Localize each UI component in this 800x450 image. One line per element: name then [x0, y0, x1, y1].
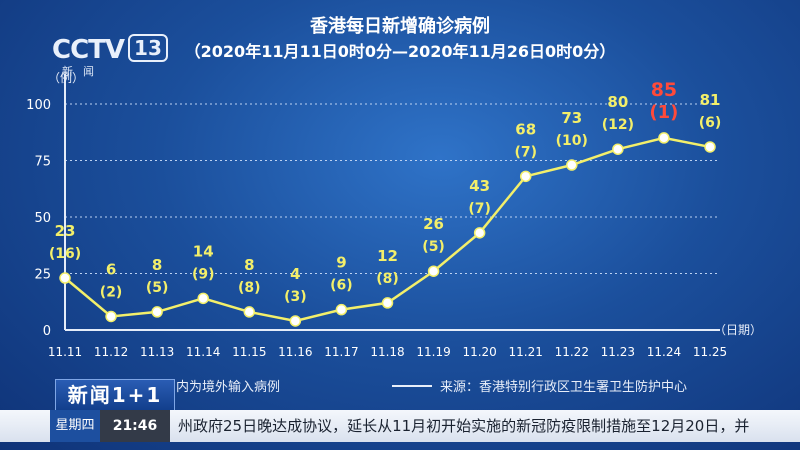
x-tick-label: 11.23: [601, 345, 635, 359]
data-label-imported: (9): [192, 266, 215, 282]
x-tick-label: 11.25: [693, 345, 727, 359]
data-label-total: 26: [423, 215, 444, 233]
data-point: [429, 266, 439, 276]
data-point: [152, 307, 162, 317]
data-label-total: 23: [55, 222, 76, 240]
data-label-imported: (6): [699, 115, 722, 131]
data-point: [705, 142, 715, 152]
data-label-total: 14: [193, 242, 214, 260]
data-label-total: 73: [561, 109, 582, 127]
data-point: [659, 133, 669, 143]
x-tick-label: 11.22: [555, 345, 589, 359]
legend-source: 来源：香港特别行政区卫生署卫生防护中心: [392, 376, 687, 395]
x-tick-label: 11.11: [48, 345, 82, 359]
news-ticker: 星期四 21:46 州政府25日晚达成协议，延长从11月初开始实施的新冠防疫限制…: [0, 410, 800, 442]
legend-line-icon: [392, 385, 432, 387]
data-label-imported: (1): [649, 102, 678, 123]
y-tick-label: 25: [34, 268, 51, 283]
data-label-imported: (5): [146, 280, 169, 296]
x-tick-label: 11.21: [509, 345, 543, 359]
data-point: [60, 273, 70, 283]
ticker-time: 21:46: [100, 410, 170, 442]
y-axis-label: （例）: [48, 71, 84, 85]
data-label-total: 4: [290, 265, 300, 283]
data-label-imported: (3): [284, 289, 307, 305]
y-tick-label: 100: [26, 98, 51, 113]
data-label-imported: (8): [238, 280, 261, 296]
y-tick-label: 75: [34, 155, 51, 170]
data-point: [567, 160, 577, 170]
data-label-total: 43: [469, 177, 490, 195]
data-point: [244, 307, 254, 317]
x-axis-label: （日期）: [714, 323, 762, 337]
x-tick-label: 11.19: [416, 345, 450, 359]
legend-note: 内为境外输入病例: [176, 376, 280, 395]
x-tick-label: 11.20: [462, 345, 496, 359]
data-label-imported: (2): [100, 284, 123, 300]
ticker-text: 州政府25日晚达成协议，延长从11月初开始实施的新冠防疫限制措施至12月20日，…: [178, 410, 800, 442]
data-label-imported: (8): [376, 271, 399, 287]
data-point: [336, 305, 346, 315]
data-label-imported: (10): [556, 133, 588, 149]
data-point: [383, 298, 393, 308]
x-tick-label: 11.18: [370, 345, 404, 359]
y-tick-label: 50: [34, 211, 51, 226]
data-label-imported: (5): [422, 239, 445, 255]
data-label-total: 85: [651, 79, 677, 101]
legend-source-text: 来源：香港特别行政区卫生署卫生防护中心: [440, 380, 687, 395]
data-label-imported: (12): [602, 117, 634, 133]
data-label-imported: (7): [468, 201, 491, 217]
data-label-total: 8: [152, 256, 162, 274]
data-point: [290, 316, 300, 326]
x-tick-label: 11.24: [647, 345, 681, 359]
x-tick-label: 11.15: [232, 345, 266, 359]
data-label-total: 80: [607, 93, 628, 111]
line-chart: 0 25 50 75 100 （例） （日期） 11.11 11.12 11.13 11.14 11.…: [0, 0, 800, 372]
x-tick-label: 11.13: [140, 345, 174, 359]
news-program-badge: 新闻1+1: [55, 379, 175, 411]
data-label-total: 81: [700, 91, 721, 109]
data-label-total: 68: [515, 120, 536, 138]
data-label-total: 6: [106, 260, 116, 278]
ticker-day: 星期四: [50, 410, 100, 442]
data-point: [475, 228, 485, 238]
y-tick-label: 0: [43, 324, 51, 339]
data-label-imported: (16): [49, 246, 81, 262]
data-label-imported: (7): [514, 144, 537, 160]
x-tick-label: 11.14: [186, 345, 220, 359]
data-point: [106, 311, 116, 321]
x-tick-label: 11.17: [324, 345, 358, 359]
x-tick-label: 11.16: [278, 345, 312, 359]
data-label-total: 9: [336, 254, 346, 272]
data-point: [521, 171, 531, 181]
data-point: [613, 144, 623, 154]
data-point: [198, 293, 208, 303]
data-label-total: 12: [377, 247, 398, 265]
data-label-imported: (6): [330, 278, 353, 294]
data-label-total: 8: [244, 256, 254, 274]
x-tick-label: 11.12: [94, 345, 128, 359]
